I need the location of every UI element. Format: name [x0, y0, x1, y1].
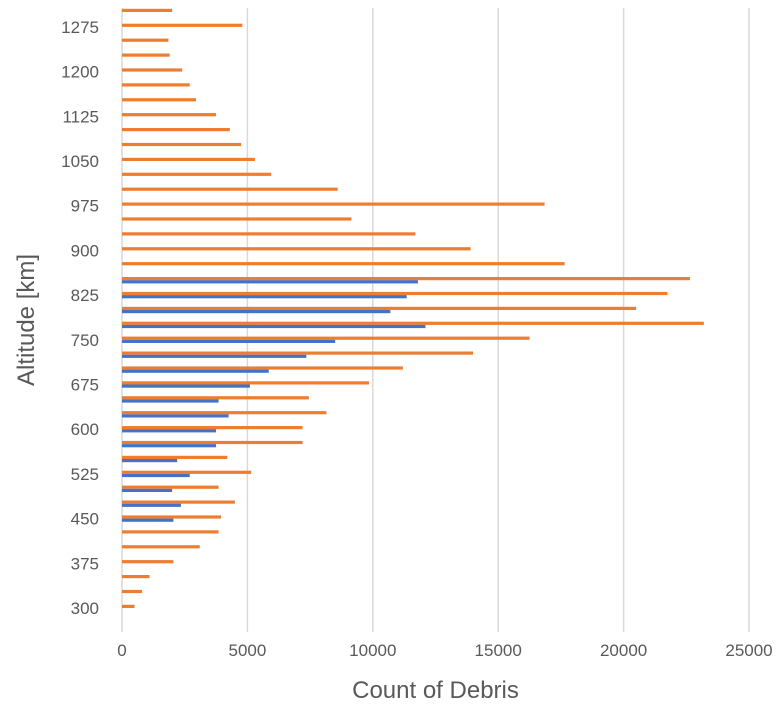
bar-s1-550: [122, 459, 178, 463]
bar-s0-1225: [122, 53, 170, 57]
bar-s0-950: [122, 217, 352, 221]
bar-s0-1300: [122, 8, 173, 12]
y-tick-label-12: 1200: [61, 63, 99, 82]
bar-s0-1125: [122, 113, 217, 117]
bar-s1-775: [122, 324, 426, 329]
y-tick-label-1: 375: [71, 554, 99, 573]
bar-s0-375: [122, 560, 174, 564]
bar-s0-350: [122, 575, 150, 579]
y-tick-label-10: 1050: [61, 152, 99, 171]
bar-s0-975: [122, 202, 545, 206]
bar-s0-575: [122, 440, 303, 445]
bar-s1-525: [122, 473, 190, 478]
bar-s1-500: [122, 488, 173, 492]
bar-s0-775: [122, 321, 704, 325]
bar-s0-1250: [122, 38, 169, 42]
bar-s1-575: [122, 444, 217, 448]
bar-s0-450: [122, 515, 222, 519]
x-tick-label-4: 20000: [600, 641, 647, 660]
x-tick-label-3: 15000: [475, 641, 522, 660]
bar-s0-850: [122, 277, 691, 281]
x-tick-labels: 0 5000 10000 15000 20000 25000: [117, 641, 772, 660]
bar-s0-1200: [122, 68, 183, 72]
bar-s0-925: [122, 232, 416, 236]
bar-s0-700: [122, 366, 403, 370]
bar-s1-750: [122, 339, 336, 343]
bar-s1-675: [122, 384, 250, 388]
bar-s0-1000: [122, 187, 338, 191]
bar-s0-500: [122, 485, 219, 489]
bar-s0-425: [122, 530, 219, 534]
bar-s1-450: [122, 518, 174, 522]
bar-s0-1175: [122, 83, 190, 87]
y-tick-label-4: 600: [71, 420, 99, 439]
y-tick-label-9: 975: [71, 197, 99, 216]
x-tick-label-5: 25000: [725, 641, 772, 660]
bar-s1-650: [122, 399, 219, 403]
y-tick-label-11: 1125: [62, 107, 99, 126]
y-tick-labels: 300 375 450 525 600 675 750 825 900 975 1050 1125 12…: [61, 18, 99, 618]
gridlines: [121, 8, 750, 632]
bar-s1-475: [122, 503, 181, 507]
bar-s0-550: [122, 455, 228, 459]
x-tick-label-0: 0: [117, 641, 126, 660]
bar-s0-750: [122, 336, 530, 340]
y-tick-label-5: 675: [71, 376, 99, 395]
bar-s0-525: [122, 470, 252, 474]
y-axis-title: Altitude [km]: [13, 254, 40, 386]
y-tick-label-8: 900: [71, 241, 99, 260]
bar-s0-800: [122, 306, 637, 310]
bar-s0-400: [122, 545, 200, 549]
bar-s0-1100: [122, 128, 230, 132]
bar-s0-475: [122, 500, 235, 504]
bar-s0-825: [122, 291, 668, 296]
bar-s1-600: [122, 429, 217, 433]
bar-s0-1275: [122, 23, 243, 27]
bar-s1-850: [122, 280, 418, 284]
bar-s0-1025: [122, 172, 272, 176]
x-axis-title: Count of Debris: [352, 677, 519, 704]
bar-s0-625: [122, 411, 327, 415]
bar-s1-800: [122, 310, 391, 314]
y-tick-label-0: 300: [71, 599, 99, 618]
bar-s0-650: [122, 396, 309, 400]
bar-s0-1150: [122, 98, 196, 102]
bar-s0-325: [122, 589, 143, 594]
bar-s0-600: [122, 426, 303, 430]
bar-s0-875: [122, 262, 565, 266]
bar-s0-1075: [122, 142, 242, 147]
bar-s0-675: [122, 381, 370, 385]
bar-s1-625: [122, 414, 229, 418]
y-tick-label-7: 825: [71, 286, 99, 305]
bar-s0-300: [122, 604, 135, 608]
bar-s1-725: [122, 354, 307, 358]
x-tick-label-1: 5000: [228, 641, 266, 660]
y-tick-label-13: 1275: [61, 18, 99, 37]
y-tick-label-6: 750: [71, 331, 99, 350]
bar-s0-900: [122, 247, 471, 251]
y-tick-label-3: 525: [71, 465, 99, 484]
bar-s0-725: [122, 351, 474, 355]
bars: [122, 8, 704, 608]
x-tick-label-2: 10000: [349, 641, 396, 660]
bar-s0-1050: [122, 157, 255, 161]
y-tick-label-2: 450: [71, 510, 99, 529]
bar-s1-825: [122, 295, 407, 299]
bar-s1-700: [122, 369, 269, 373]
